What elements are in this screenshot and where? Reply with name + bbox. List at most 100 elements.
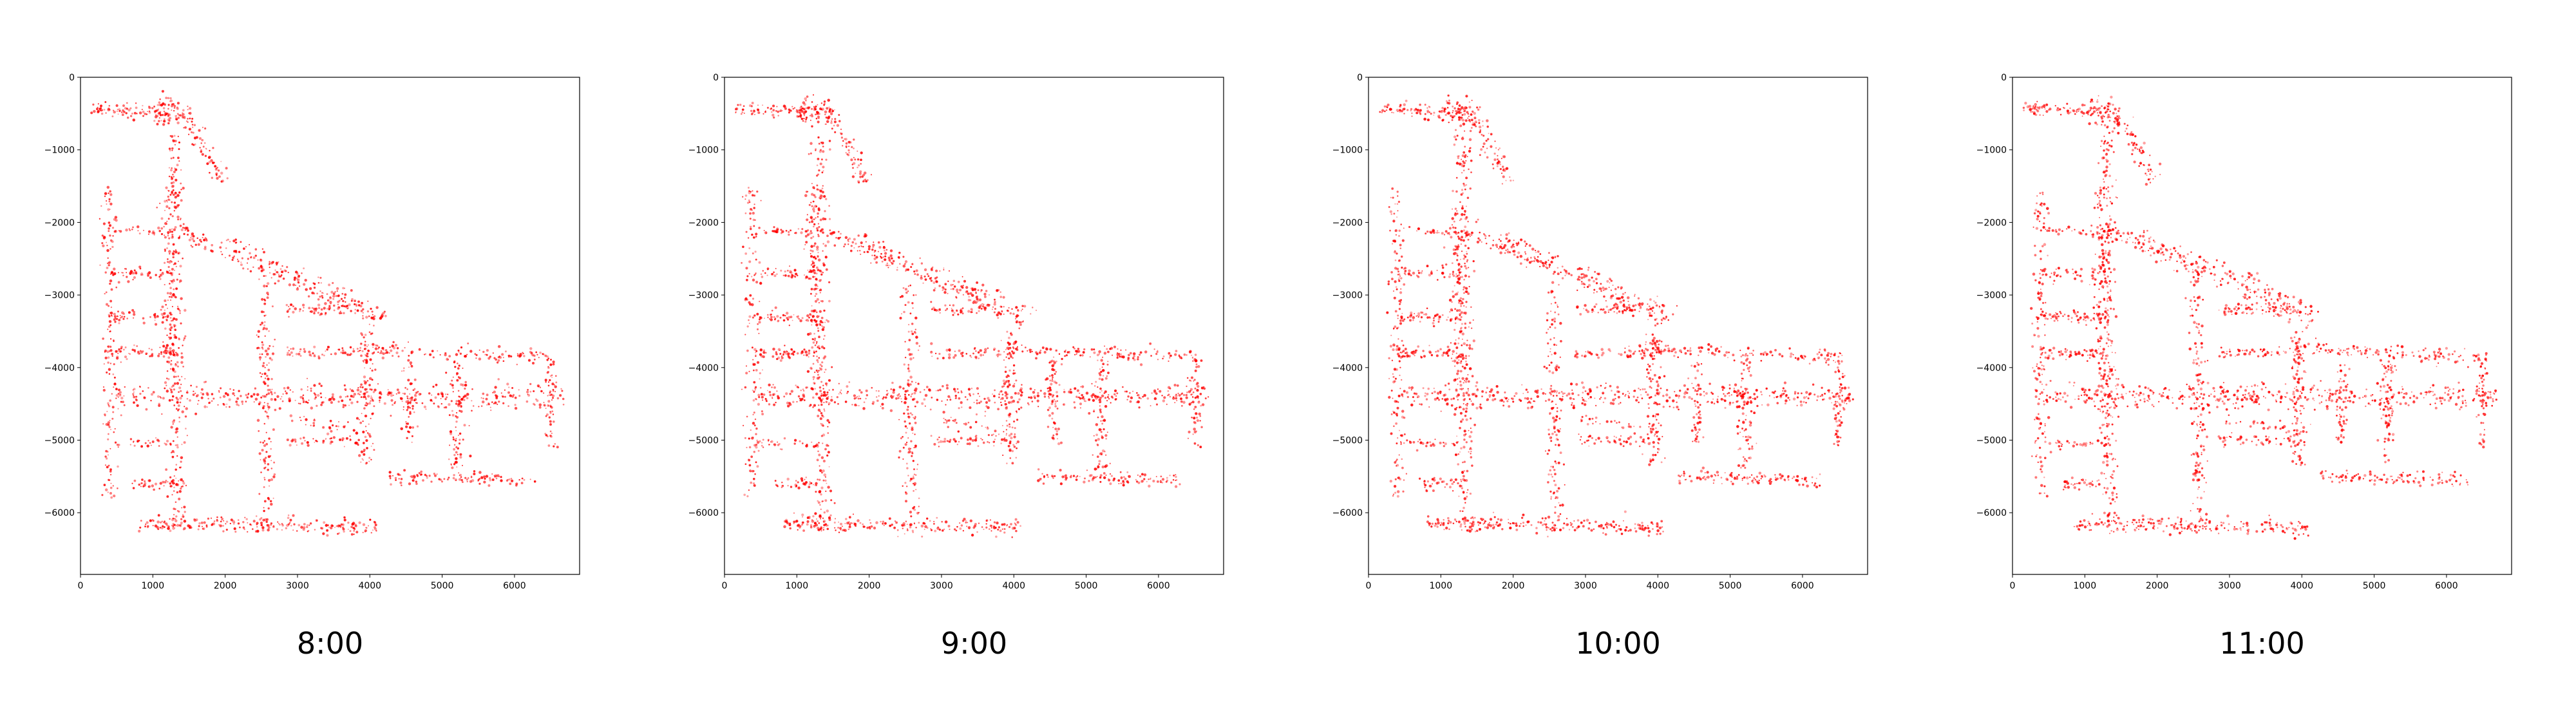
data-point bbox=[109, 311, 113, 315]
data-point bbox=[128, 352, 129, 354]
data-point bbox=[816, 164, 819, 166]
data-point bbox=[353, 392, 357, 396]
data-point bbox=[422, 479, 424, 482]
data-point bbox=[388, 475, 392, 478]
data-point bbox=[899, 296, 902, 298]
data-point bbox=[215, 173, 218, 176]
data-point bbox=[365, 398, 367, 401]
data-point bbox=[379, 391, 382, 394]
data-point bbox=[274, 408, 277, 411]
data-point bbox=[818, 189, 820, 191]
data-point bbox=[178, 310, 182, 312]
data-point bbox=[109, 299, 113, 303]
data-point bbox=[900, 437, 902, 440]
data-point bbox=[882, 240, 885, 243]
data-point bbox=[303, 307, 305, 308]
data-point bbox=[789, 527, 791, 530]
data-point bbox=[264, 462, 266, 465]
data-point bbox=[965, 353, 968, 355]
data-point bbox=[174, 527, 176, 529]
data-point bbox=[267, 417, 269, 420]
data-point bbox=[206, 162, 209, 165]
data-point bbox=[312, 438, 314, 440]
data-point bbox=[863, 235, 866, 238]
data-point bbox=[147, 387, 149, 389]
data-point bbox=[1151, 392, 1153, 394]
data-point bbox=[199, 147, 201, 149]
data-point bbox=[1079, 407, 1082, 409]
data-point bbox=[543, 392, 545, 394]
data-point bbox=[183, 441, 186, 444]
data-point bbox=[460, 410, 463, 413]
data-point bbox=[538, 403, 542, 406]
data-point bbox=[164, 200, 167, 203]
data-point bbox=[869, 519, 871, 521]
data-point bbox=[456, 363, 459, 364]
data-point bbox=[173, 354, 176, 355]
data-point bbox=[486, 393, 489, 397]
data-point bbox=[169, 213, 172, 216]
data-point bbox=[844, 138, 846, 140]
data-point bbox=[504, 395, 506, 398]
data-point bbox=[133, 313, 136, 316]
data-point bbox=[824, 244, 828, 247]
data-point bbox=[133, 401, 135, 404]
data-point bbox=[375, 306, 379, 309]
data-point bbox=[171, 109, 173, 111]
data-point bbox=[936, 357, 939, 360]
data-point bbox=[759, 372, 761, 375]
data-point bbox=[464, 387, 466, 390]
data-point bbox=[104, 413, 106, 416]
data-point bbox=[339, 310, 341, 312]
data-point bbox=[269, 261, 270, 263]
data-point bbox=[458, 442, 461, 445]
data-point bbox=[1023, 305, 1027, 308]
data-point bbox=[811, 220, 814, 223]
data-point bbox=[180, 390, 182, 392]
data-point bbox=[182, 365, 184, 368]
data-point bbox=[752, 422, 755, 425]
data-point bbox=[118, 318, 121, 322]
data-point bbox=[218, 175, 221, 178]
data-point bbox=[352, 429, 355, 432]
data-point bbox=[180, 361, 184, 364]
data-point bbox=[160, 526, 164, 529]
data-point bbox=[1157, 388, 1159, 390]
data-point bbox=[934, 287, 936, 289]
data-point bbox=[759, 440, 761, 443]
data-point bbox=[814, 276, 816, 278]
data-point bbox=[263, 477, 265, 478]
data-point bbox=[348, 404, 350, 406]
data-point bbox=[1011, 308, 1013, 310]
data-point bbox=[816, 355, 818, 357]
data-point bbox=[196, 237, 198, 240]
data-point bbox=[938, 352, 941, 355]
data-point bbox=[887, 256, 891, 260]
data-point bbox=[886, 249, 888, 251]
data-point bbox=[915, 474, 917, 476]
data-point bbox=[1010, 401, 1013, 404]
data-point bbox=[171, 268, 174, 271]
data-point bbox=[835, 236, 837, 239]
data-point bbox=[923, 268, 927, 272]
data-point bbox=[171, 261, 173, 263]
data-point bbox=[272, 428, 275, 431]
data-point bbox=[806, 516, 810, 519]
data-point bbox=[198, 137, 202, 140]
data-point bbox=[104, 271, 107, 274]
data-point bbox=[930, 528, 932, 530]
data-point bbox=[355, 305, 358, 307]
data-point bbox=[812, 406, 815, 408]
data-point bbox=[809, 481, 811, 483]
data-point bbox=[108, 222, 111, 224]
data-point bbox=[283, 387, 286, 390]
data-point bbox=[822, 170, 824, 172]
data-point bbox=[773, 274, 777, 278]
data-point bbox=[1019, 393, 1023, 397]
data-point bbox=[1167, 386, 1171, 389]
data-point bbox=[824, 368, 827, 371]
data-point bbox=[381, 356, 385, 360]
data-point bbox=[462, 397, 464, 399]
data-point bbox=[139, 267, 142, 270]
data-point bbox=[221, 253, 223, 256]
